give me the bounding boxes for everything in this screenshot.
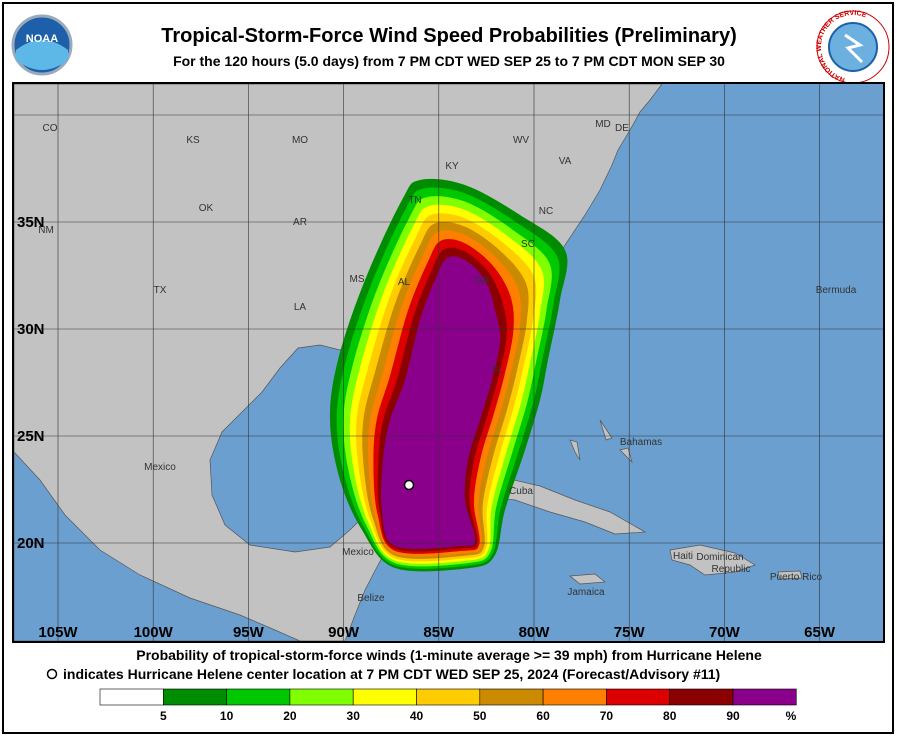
place-label: CO	[43, 123, 58, 134]
place-label: NC	[539, 206, 553, 217]
legend-swatch	[669, 688, 734, 706]
lat-label: 25N	[17, 428, 45, 445]
legend-label: 90	[726, 709, 740, 723]
legend-swatch	[732, 688, 797, 706]
legend-label: 30	[347, 709, 361, 723]
map-labels: CO KS MO KY WV VA MD DE OK AR TN NC SC NM TX LA MS AL GA FL…	[38, 119, 857, 604]
legend-swatch	[163, 688, 227, 706]
legend: 5 10 20 30 40 50 60 70 80 90%	[99, 688, 797, 723]
place-label: Mexico	[342, 547, 374, 558]
subtitle: For the 120 hours (5.0 days) from 7 PM C…	[173, 53, 725, 69]
place-label: AL	[398, 277, 411, 288]
place-label: MD	[595, 119, 611, 130]
legend-swatch	[352, 688, 417, 706]
legend-swatch	[226, 688, 291, 706]
place-label: Cuba	[509, 486, 533, 497]
place-label: OK	[199, 203, 214, 214]
place-label: Republic	[712, 564, 751, 575]
place-label: LA	[294, 302, 307, 313]
legend-swatch	[542, 688, 607, 706]
lon-label: 105W	[38, 624, 78, 641]
legend-swatch	[479, 688, 544, 706]
place-label: Belize	[357, 593, 385, 604]
place-label: MS	[350, 274, 365, 285]
caption-line: Probability of tropical-storm-force wind…	[136, 647, 762, 663]
map: 105W 100W 95W 90W 85W 80W 75W 70W 65W 35N 30N 25N 20…	[14, 84, 883, 641]
lon-label: 65W	[804, 624, 836, 641]
pacific-ocean	[14, 451, 301, 641]
legend-label: 10	[220, 709, 234, 723]
lat-label: 35N	[17, 214, 45, 231]
place-label: Puerto Rico	[770, 572, 823, 583]
place-label: TN	[408, 195, 421, 206]
legend-label: 5	[160, 709, 167, 723]
title: Tropical-Storm-Force Wind Speed Probabil…	[161, 25, 737, 47]
outer-frame	[2, 2, 894, 734]
place-label: GA	[475, 275, 490, 286]
place-label: Bahamas	[620, 437, 662, 448]
place-label: NM	[38, 225, 54, 236]
lat-label: 20N	[17, 535, 45, 552]
land-jamaica	[569, 573, 606, 585]
legend-swatch	[289, 688, 354, 706]
place-label: Jamaica	[567, 587, 605, 598]
legend-swatch	[606, 688, 671, 706]
legend-label: 70	[600, 709, 614, 723]
lon-label: 90W	[328, 624, 360, 641]
map-frame	[12, 82, 885, 643]
land-bahamas	[569, 419, 633, 464]
legend-label: 20	[283, 709, 297, 723]
legend-swatch	[99, 688, 164, 706]
place-label: SC	[521, 239, 535, 250]
legend-label: %	[786, 709, 797, 723]
lon-label: 100W	[134, 624, 174, 641]
caption-line: indicates Hurricane Helene center locati…	[63, 666, 720, 682]
place-label: DE	[615, 123, 629, 134]
land-puerto-rico	[777, 570, 803, 580]
place-label: KS	[186, 135, 200, 146]
place-label: AR	[293, 217, 307, 228]
land-hispaniola	[669, 544, 756, 576]
graticule: 105W 100W 95W 90W 85W 80W 75W 70W 65W 35N 30N 25N 20…	[14, 84, 883, 641]
place-label: WV	[513, 135, 529, 146]
lon-label: 85W	[423, 624, 455, 641]
nws-logo: NATIONAL WEATHER SERVICE	[816, 10, 890, 84]
place-label: KY	[445, 161, 459, 172]
legend-label: 80	[663, 709, 677, 723]
legend-swatch	[416, 688, 481, 706]
lon-label: 70W	[709, 624, 741, 641]
storm-center	[403, 479, 415, 491]
place-label: VA	[559, 156, 572, 167]
place-label: Mexico	[144, 462, 176, 473]
legend-label: 40	[410, 709, 424, 723]
legend-label: 60	[536, 709, 550, 723]
lon-label: 95W	[233, 624, 265, 641]
lon-label: 80W	[519, 624, 551, 641]
place-label: FL	[492, 365, 504, 376]
place-label: TX	[154, 285, 167, 296]
lat-label: 30N	[17, 321, 45, 338]
center-symbol	[46, 668, 58, 680]
legend-label: 50	[473, 709, 487, 723]
place-label: Haiti	[673, 551, 693, 562]
place-label: MO	[292, 135, 308, 146]
lon-label: 75W	[614, 624, 646, 641]
place-label: Bermuda	[816, 285, 857, 296]
logo-text: NOAA	[26, 33, 58, 45]
probability-contour	[381, 256, 501, 549]
noaa-logo: NOAA	[11, 14, 73, 76]
probability-contours	[329, 178, 568, 572]
place-label: Dominican	[696, 552, 743, 563]
